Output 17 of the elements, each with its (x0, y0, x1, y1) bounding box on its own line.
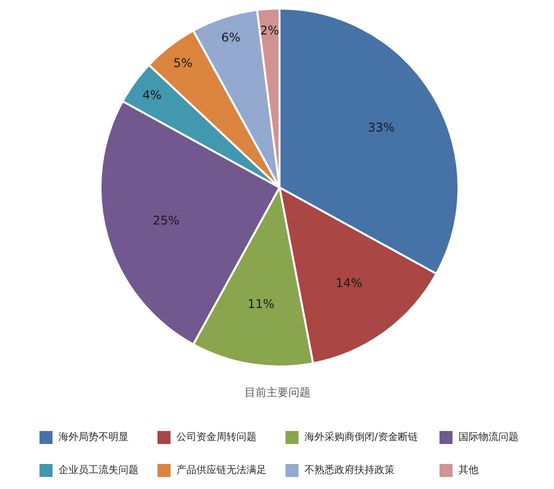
data-label: 2% (260, 23, 280, 38)
text: 目前主要问题 (244, 386, 310, 399)
data-label: 33% (368, 120, 395, 134)
data-label: 11% (248, 297, 274, 312)
data-label: 14% (336, 276, 362, 290)
legend-label: 其他 (458, 464, 478, 476)
data-label: 25% (152, 213, 180, 228)
legend-label: 不熟悉政府扶持政策 (304, 464, 394, 476)
legend-label: 国际物流问题 (458, 431, 518, 443)
data-label: 4% (142, 88, 162, 102)
legend-label: 海外局势不明显 (58, 431, 128, 443)
legend-label: 海外采购商倒闭/资金断链 (304, 431, 418, 443)
data-label: 6% (221, 30, 240, 45)
legend-label: 企业员工流失问题 (58, 464, 138, 476)
legend-label: 产品供应链无法满足 (176, 464, 266, 476)
data-label: 5% (173, 56, 192, 70)
legend-label: 公司资金周转问题 (176, 431, 256, 443)
